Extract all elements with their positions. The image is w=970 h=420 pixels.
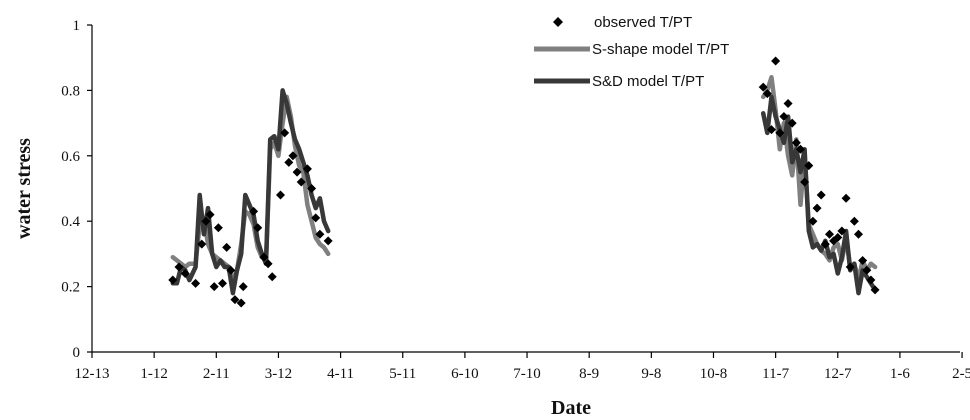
observed-point [866,275,876,285]
observed-point [230,295,240,305]
observed-point [191,278,201,288]
series-lines [170,75,878,296]
sd-model-line [760,94,878,296]
observed-point [833,233,843,243]
observed-point [870,285,880,295]
observed-point [824,229,834,239]
observed-point [259,252,269,262]
s-shape-model-line [170,94,331,283]
observed-point [841,193,851,203]
x-tick-label: 11-7 [762,366,789,382]
observed-point [168,275,178,285]
observed-point [307,184,317,193]
observed-point [302,164,312,174]
observed-point [222,242,232,252]
x-tick-label: 2-5 [952,366,970,382]
y-tick-label: 0.4 [61,214,80,230]
observed-point [209,282,219,292]
observed-point [783,98,793,108]
y-tick-label: 0 [73,345,81,361]
x-tick-label: 7-10 [513,366,541,382]
observed-point [213,223,223,233]
legend-marker-observed [553,17,563,27]
observed-point [791,138,801,148]
x-tick-label: 3-12 [265,366,293,382]
observed-point [280,128,290,138]
observed-point [771,56,781,66]
x-tick-label: 1-12 [140,366,168,382]
observed-point [804,161,814,171]
x-tick-label: 5-11 [389,366,416,382]
observed-point [174,262,184,272]
y-axis-title: water stress [13,138,35,239]
legend: observed T/PT S-shape model T/PT S&D mod… [534,14,729,90]
observed-point [201,216,211,226]
observed-point [292,167,302,177]
y-ticks: 0 0.2 0.4 0.6 0.8 1 [61,18,92,361]
observed-point [315,229,325,239]
observed-point [762,89,772,99]
observed-point [296,177,306,187]
observed-point [218,278,228,288]
x-tick-label: 12-13 [75,366,110,382]
x-axis-title: Date [551,397,591,419]
observed-point [238,282,248,292]
observed-point [837,226,847,236]
observed-point [263,259,273,269]
observed-point [284,157,294,167]
observed-point [288,151,298,161]
observed-point [808,216,818,226]
observed-point [779,112,789,122]
x-tick-label: 10-8 [700,366,728,382]
observed-point [795,144,805,154]
legend-label-sd: S&D model T/PT [592,73,704,90]
x-tick-label: 12-7 [824,366,852,382]
y-tick-label: 0.8 [61,83,80,99]
y-tick-label: 1 [73,18,81,34]
legend-label-s-shape: S-shape model T/PT [592,41,729,58]
observed-point [253,223,263,233]
x-tick-label: 8-9 [579,366,599,382]
observed-point [236,298,246,308]
y-tick-label: 0.6 [61,149,80,165]
observed-point [800,177,810,187]
observed-point [862,265,872,275]
observed-point [849,216,859,226]
x-tick-label: 2-11 [203,366,230,382]
observed-point [323,236,333,246]
x-tick-label: 1-6 [890,366,910,382]
observed-point [758,82,768,92]
legend-label-observed: observed T/PT [594,14,692,31]
observed-point [226,265,236,275]
x-ticks: 12-13 1-12 2-11 3-12 4-11 5-11 6-10 7-10 8-9 9-8 1… [75,352,970,382]
y-tick-label: 0.2 [61,280,80,296]
observed-point [812,203,822,213]
observed-point [249,206,259,216]
x-tick-label: 6-10 [451,366,479,382]
observed-point [853,229,863,239]
observed-point [205,210,215,220]
x-tick-label: 9-8 [641,366,661,382]
observed-point [766,125,776,135]
observed-point [775,128,785,138]
observed-point [197,239,207,249]
observed-point [816,190,826,200]
observed-point [311,213,321,223]
observed-point [180,269,190,279]
observed-point [267,272,277,282]
observed-point [845,262,855,272]
observed-point [787,118,797,128]
observed-points [168,56,880,308]
axes [91,25,960,353]
observed-point [276,190,286,200]
observed-point [858,255,868,265]
observed-point [820,239,830,249]
x-tick-label: 4-11 [327,366,354,382]
